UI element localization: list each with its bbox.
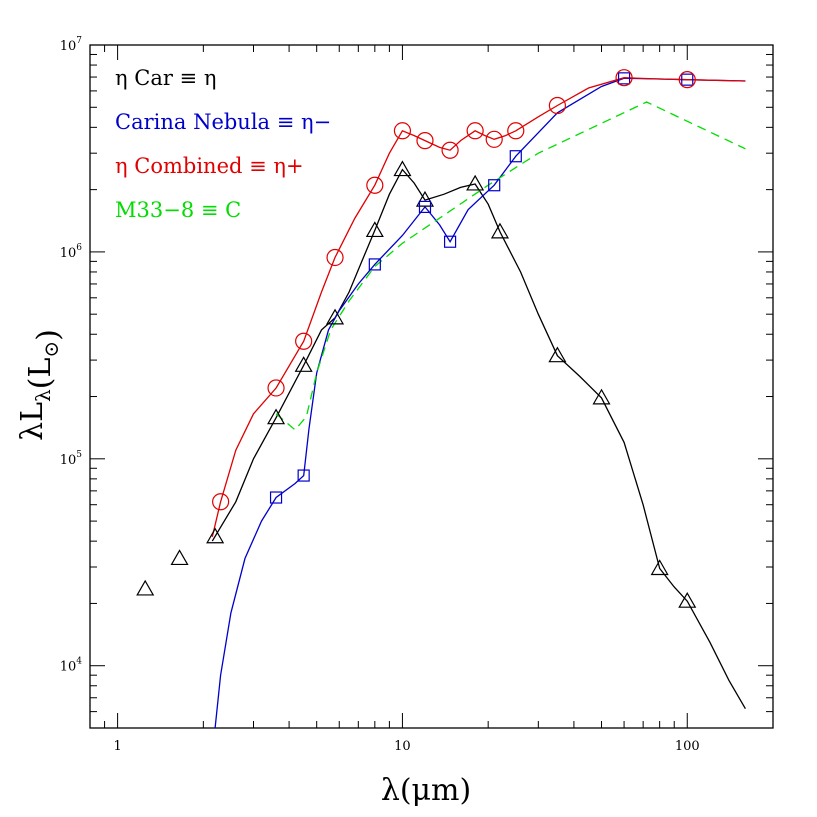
- series-line-2: [211, 77, 746, 537]
- circle-marker: [267, 379, 285, 397]
- legend: η Car ≡ η Carina Nebula ≡ η− η Combined ≡ …: [115, 66, 331, 222]
- square-marker: [681, 73, 694, 86]
- circle-marker: [366, 176, 384, 194]
- x-tick-label: 100: [675, 739, 700, 754]
- circle-marker: [441, 141, 459, 159]
- plot-frame: [89, 44, 774, 729]
- circle-marker: [678, 71, 696, 89]
- series-line-0: [211, 168, 746, 710]
- series-markers: [136, 69, 697, 608]
- triangle-marker: [136, 579, 155, 596]
- series-line-3: [275, 101, 746, 431]
- circle-marker: [466, 122, 484, 140]
- square-marker: [418, 200, 432, 214]
- circle-marker: [485, 130, 503, 148]
- triangle-marker: [267, 408, 286, 425]
- square-marker: [509, 150, 522, 163]
- square-marker: [488, 179, 501, 192]
- square-marker: [443, 235, 457, 248]
- triangle-marker: [592, 388, 611, 405]
- x-tick-label: 10: [394, 739, 411, 754]
- tick-labels: 1 10 100 104 105 106 107: [60, 36, 700, 754]
- triangle-marker: [548, 346, 567, 363]
- triangle-marker: [393, 160, 412, 177]
- triangle-marker: [170, 549, 189, 566]
- y-tick-label: 105: [60, 450, 83, 468]
- circle-marker: [295, 332, 313, 350]
- y-tick-label: 107: [60, 36, 83, 54]
- triangle-marker: [678, 592, 697, 608]
- circle-marker: [416, 132, 434, 150]
- x-axis-label: λ(μm): [381, 773, 471, 808]
- series-lines: [211, 77, 746, 728]
- x-tick-label: 1: [113, 739, 121, 754]
- triangle-marker: [490, 222, 509, 239]
- y-tick-label: 104: [60, 657, 83, 675]
- circle-marker: [326, 248, 344, 267]
- circle-marker: [212, 493, 230, 511]
- triangle-marker: [650, 559, 669, 576]
- legend-entry: M33−8 ≡ C: [115, 198, 241, 222]
- triangle-marker: [326, 308, 345, 325]
- triangle-marker: [415, 190, 435, 207]
- triangle-marker: [466, 174, 485, 191]
- y-axis-label: λLλ(L⊙): [15, 329, 66, 441]
- series-line-1: [214, 77, 746, 728]
- triangle-marker: [206, 527, 225, 544]
- circle-marker: [507, 122, 525, 140]
- square-marker: [617, 72, 631, 85]
- triangle-marker: [294, 356, 313, 372]
- legend-entry: η Car ≡ η: [115, 66, 216, 90]
- square-marker: [368, 258, 381, 271]
- y-axis-label-text: λLλ(L⊙): [15, 329, 66, 441]
- circle-marker: [615, 69, 633, 87]
- plot-border: [89, 44, 774, 729]
- triangle-marker: [365, 221, 384, 238]
- y-tick-label: 106: [60, 243, 83, 261]
- square-marker: [269, 491, 283, 504]
- square-marker: [297, 469, 310, 482]
- circle-marker: [393, 122, 412, 140]
- axis-ticks: [89, 44, 774, 729]
- legend-entry: Carina Nebula ≡ η−: [115, 110, 331, 134]
- circle-marker: [548, 96, 566, 115]
- legend-entry: η Combined ≡ η+: [115, 154, 304, 178]
